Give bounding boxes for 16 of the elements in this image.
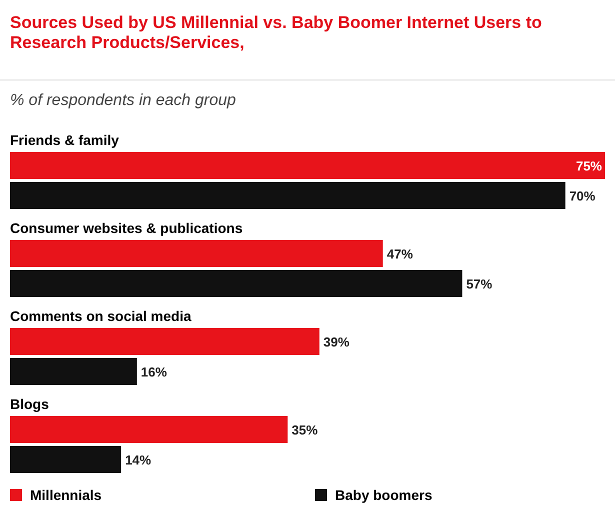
y-tick-label: Comments on social media [10, 308, 192, 324]
chart-title: Sources Used by US Millennial vs. Baby Boomer Internet Users to Research Products/Services, [10, 13, 542, 52]
y-tick-label: Blogs [10, 396, 50, 412]
data-label: 47% [386, 246, 414, 262]
y-tick-label: Consumer websites & publications [10, 220, 243, 236]
chart-subtitle: % of respondents in each group [10, 92, 236, 109]
data-label: 14% [125, 452, 152, 468]
data-label: 16% [140, 364, 168, 380]
legend-label: Millennials [30, 487, 102, 503]
data-label: 75% [576, 158, 602, 174]
y-tick-label: Friends & family [10, 132, 120, 148]
data-label: 35% [292, 422, 318, 438]
data-label: 70% [569, 188, 596, 204]
data-label: 39% [323, 334, 350, 350]
data-label: 57% [466, 276, 493, 292]
legend-label: Baby boomers [335, 487, 432, 503]
